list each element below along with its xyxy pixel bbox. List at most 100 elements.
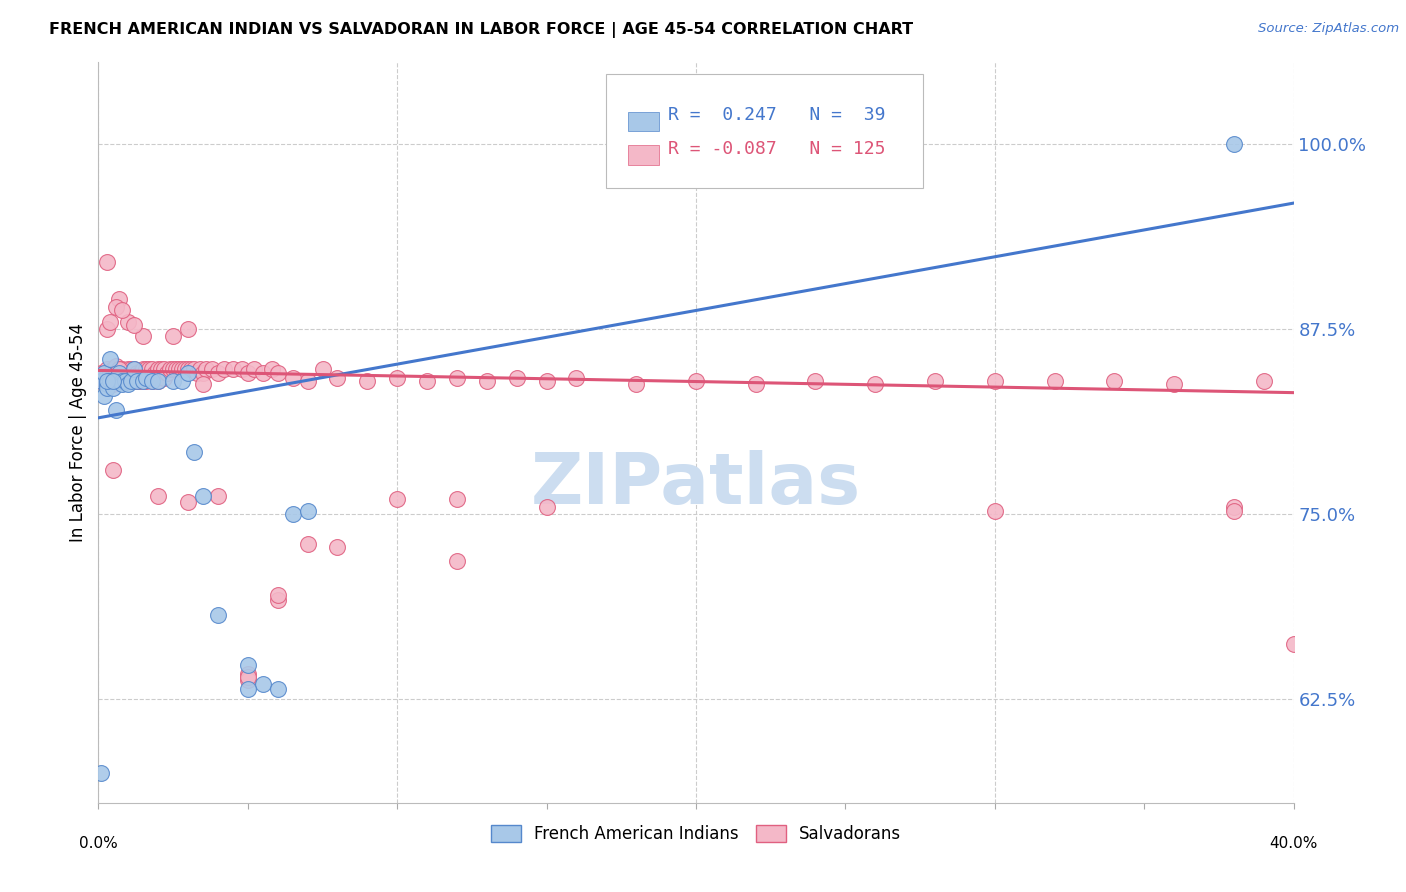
FancyBboxPatch shape <box>606 73 922 188</box>
Point <box>281 507 304 521</box>
Point <box>98 374 122 388</box>
Point <box>114 374 136 388</box>
Point <box>103 362 125 376</box>
Point <box>177 367 200 381</box>
FancyBboxPatch shape <box>628 112 659 131</box>
Point <box>132 374 155 388</box>
Point <box>236 681 259 696</box>
Point <box>96 322 118 336</box>
Point <box>1163 376 1185 391</box>
Point <box>177 495 200 509</box>
Point <box>153 362 176 376</box>
Point <box>150 362 173 376</box>
Point <box>180 362 202 376</box>
Point <box>267 589 290 603</box>
Point <box>141 362 163 376</box>
Point <box>138 362 160 376</box>
Point <box>236 367 259 381</box>
Point <box>1223 136 1246 151</box>
Point <box>186 367 208 381</box>
Point <box>1282 637 1305 651</box>
Point <box>162 362 184 376</box>
Point <box>177 322 200 336</box>
Point <box>252 367 274 381</box>
Point <box>236 673 259 687</box>
Point <box>120 371 142 385</box>
Point <box>207 367 229 381</box>
Point <box>141 374 163 388</box>
Point <box>260 362 283 376</box>
Point <box>90 374 112 388</box>
Point <box>804 374 827 388</box>
Point <box>385 492 409 507</box>
Point <box>105 359 128 373</box>
Point <box>252 677 274 691</box>
Point <box>297 537 319 551</box>
Point <box>984 374 1007 388</box>
Text: FRENCH AMERICAN INDIAN VS SALVADORAN IN LABOR FORCE | AGE 45-54 CORRELATION CHAR: FRENCH AMERICAN INDIAN VS SALVADORAN IN … <box>49 22 914 38</box>
Point <box>148 374 170 388</box>
Point <box>124 374 146 388</box>
Point <box>114 367 136 381</box>
Point <box>132 329 155 343</box>
Point <box>1043 374 1066 388</box>
Point <box>117 376 139 391</box>
Point <box>174 362 197 376</box>
Point <box>156 367 179 381</box>
Point <box>446 492 468 507</box>
Point <box>475 374 498 388</box>
Point <box>127 367 149 381</box>
Point <box>135 374 157 388</box>
Point <box>148 374 170 388</box>
Point <box>281 371 304 385</box>
Point <box>132 374 155 388</box>
Point <box>138 371 160 385</box>
Point <box>243 362 266 376</box>
Point <box>231 362 253 376</box>
Point <box>191 376 214 391</box>
Point <box>1104 374 1126 388</box>
Point <box>162 329 184 343</box>
Point <box>105 403 128 417</box>
Point <box>114 374 136 388</box>
Point <box>108 374 131 388</box>
Point <box>135 371 157 385</box>
Point <box>96 255 118 269</box>
Point <box>103 376 125 391</box>
Point <box>267 593 290 607</box>
Point <box>108 374 131 388</box>
Point <box>385 371 409 385</box>
Point <box>191 489 214 503</box>
Point <box>111 374 134 388</box>
Point <box>1253 374 1275 388</box>
Point <box>356 374 378 388</box>
Point <box>103 381 125 395</box>
Point <box>236 658 259 673</box>
Point <box>98 367 122 381</box>
Point <box>120 362 142 376</box>
Point <box>111 376 134 391</box>
Point <box>165 362 187 376</box>
Point <box>103 463 125 477</box>
Point <box>129 374 152 388</box>
Point <box>297 374 319 388</box>
Point <box>111 302 134 317</box>
Point <box>159 362 181 376</box>
Point <box>124 318 146 332</box>
Point <box>565 371 588 385</box>
Point <box>108 362 131 376</box>
Point <box>416 374 439 388</box>
Point <box>114 374 136 388</box>
Point <box>96 374 118 388</box>
Point <box>1223 504 1246 518</box>
Point <box>148 489 170 503</box>
Point <box>96 371 118 385</box>
Point <box>90 374 112 388</box>
Point <box>124 362 146 376</box>
Point <box>212 362 235 376</box>
Point <box>105 300 128 314</box>
Point <box>191 367 214 381</box>
Point <box>143 367 166 381</box>
Point <box>745 376 768 391</box>
Point <box>177 362 200 376</box>
